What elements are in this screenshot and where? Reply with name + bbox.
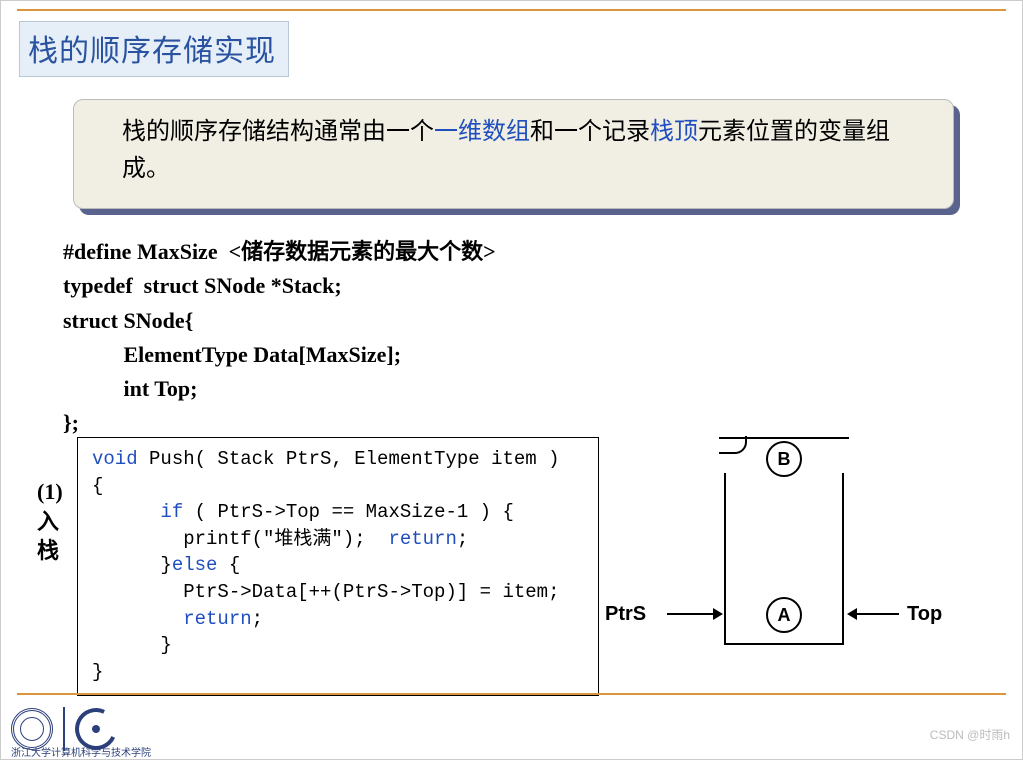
arrow-left-icon: [667, 613, 721, 615]
code-l5c: {: [217, 554, 240, 576]
lower-row: (1) 入 栈 void Push( Stack PtrS, ElementTy…: [37, 437, 992, 696]
diagram-spiral: [719, 436, 747, 454]
bottom-rule: [17, 693, 1006, 695]
code-l8: }: [92, 634, 172, 656]
diagram-label-ptrs: PtrS: [605, 603, 646, 626]
section-label: (1) 入 栈: [37, 477, 77, 566]
diagram-node-b: B: [766, 441, 802, 477]
kw-void: void: [92, 448, 138, 470]
code-l4c: ;: [457, 528, 468, 550]
diagram-cup-left: [724, 473, 726, 643]
code-l6: PtrS->Data[++(PtrS->Top)] = item;: [92, 581, 559, 603]
code-l3a: [92, 501, 160, 523]
diagram-cup-right: [842, 473, 844, 643]
code-l3c: ( PtrS->Top == MaxSize-1 ) {: [183, 501, 514, 523]
diagram-cup-bottom: [724, 643, 844, 645]
push-code-box: void Push( Stack PtrS, ElementType item …: [77, 437, 599, 696]
code-l4a: printf("堆栈满");: [92, 528, 388, 550]
kw-return-2: return: [183, 608, 251, 630]
info-highlight-array: 一维数组: [434, 119, 530, 145]
diagram-node-a: A: [766, 597, 802, 633]
diagram-label-top: Top: [907, 603, 942, 626]
struct-definition: #define MaxSize <储存数据元素的最大个数> typedef st…: [63, 235, 1022, 440]
info-highlight-top: 栈顶: [650, 119, 698, 145]
code-l7a: [92, 608, 183, 630]
kw-if: if: [160, 501, 183, 523]
slide-title: 栈的顺序存储实现: [19, 21, 289, 77]
stack-diagram: B A PtrS Top: [599, 437, 992, 667]
kw-return-1: return: [388, 528, 456, 550]
code-l5a: }: [92, 554, 172, 576]
slide-page: 栈的顺序存储实现 栈的顺序存储结构通常由一个一维数组和一个记录栈顶元素位置的变量…: [0, 0, 1023, 760]
code-l7c: ;: [252, 608, 263, 630]
code-l1b: Push( Stack PtrS, ElementType item ): [138, 448, 560, 470]
top-rule: [17, 9, 1006, 11]
info-text-mid: 和一个记录: [530, 119, 650, 145]
watermark: CSDN @时雨h: [930, 726, 1010, 743]
kw-else: else: [172, 554, 218, 576]
code-l2: {: [92, 475, 103, 497]
info-card: 栈的顺序存储结构通常由一个一维数组和一个记录栈顶元素位置的变量组成。: [73, 99, 954, 209]
code-l9: }: [92, 661, 103, 683]
info-text-prefix: 栈的顺序存储结构通常由一个: [122, 119, 434, 145]
footer-text: 浙江大学计算机科学与技术学院: [11, 744, 151, 759]
arrow-right-icon: [849, 613, 899, 615]
